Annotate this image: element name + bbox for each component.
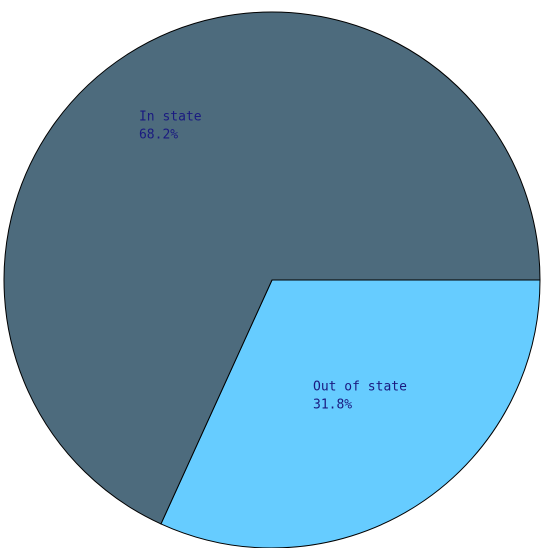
slice-label: Out of state xyxy=(313,380,407,395)
slice-label: In state xyxy=(139,109,202,124)
slice-value-label: 68.2% xyxy=(139,127,178,142)
slice-value-label: 31.8% xyxy=(313,398,352,413)
pie-slice xyxy=(160,279,541,548)
pie-slice xyxy=(3,11,541,525)
